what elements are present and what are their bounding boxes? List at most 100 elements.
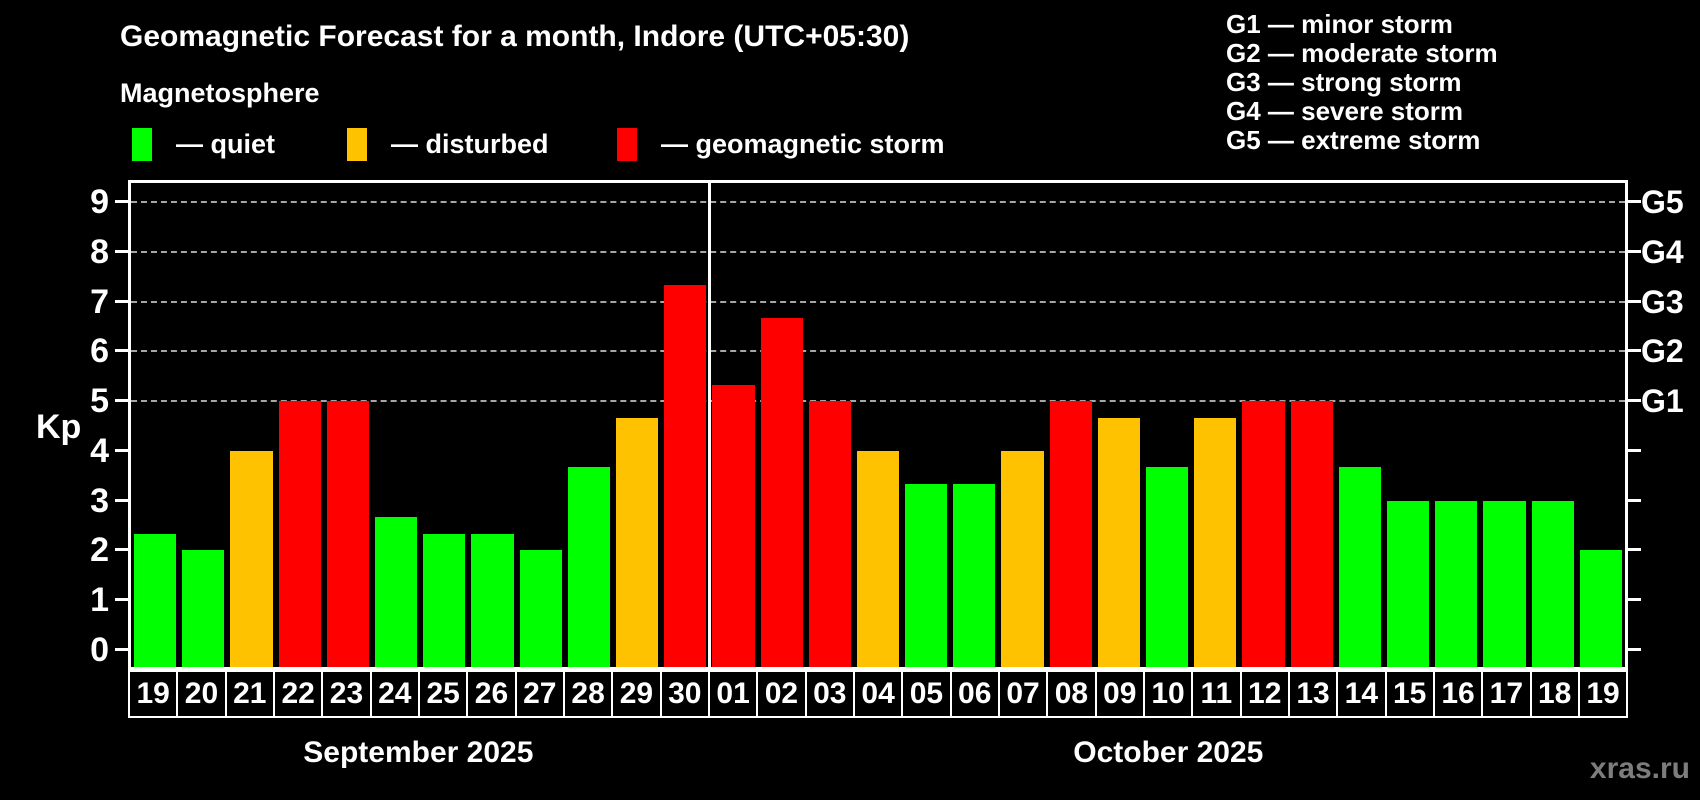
g-legend-line-4: G4 — severe storm [1226,96,1464,126]
plot-area: 0 1 2 3 4 5 6 7 8 9 G1 G2 G3 G4 G5 [90,180,1684,670]
g-legend-line-5: G5 — extreme storm [1226,125,1481,155]
day-cell: 11 [1191,670,1242,718]
y-tick-label: 7 [90,282,109,321]
y-tick-left [115,648,128,651]
day-cell: 13 [1287,670,1339,718]
y-tick-right [1628,399,1641,403]
y-tick-right [1628,299,1641,303]
y-tick-right [1628,199,1641,203]
day-cell: 06 [949,670,1000,718]
day-cell: 25 [417,670,469,718]
kp-bar [615,417,659,667]
legend-label-storm: — geomagnetic storm [661,129,945,159]
kp-bar [1194,417,1237,667]
y-tick-left [115,249,128,253]
kp-bar [1387,500,1430,667]
kp-bar [1579,550,1622,667]
kp-bar [182,550,225,667]
day-cell: 10 [1142,670,1194,718]
kp-bar [1531,500,1574,667]
gridline-kp-7 [131,300,1625,303]
kp-bar [567,467,610,667]
kp-bar [856,450,900,667]
y-tick-label: 0 [90,631,109,669]
day-cell: 26 [466,670,517,718]
g-axis-label-g1: G1 [1641,383,1684,420]
kp-bar [905,484,948,667]
y-tick-label: 9 [90,182,109,221]
day-cell: 27 [514,670,565,718]
kp-bar [230,450,273,667]
kp-bar [278,401,321,667]
y-tick-left [115,199,128,203]
y-tick-left [115,598,128,602]
day-cell: 16 [1432,670,1484,718]
g-axis-label-g4: G4 [1641,233,1684,270]
gridline-kp-8 [131,250,1625,253]
quiet-swatch-icon [132,128,152,161]
g-axis-label-g2: G2 [1641,333,1684,370]
y-tick-label: 8 [90,232,109,271]
day-cell: 02 [756,670,807,718]
day-cell: 15 [1384,670,1435,718]
month-caption: September 2025 [303,736,534,769]
storm-swatch-icon [617,128,637,161]
y-tick-label: 4 [90,431,109,470]
day-cell: 08 [1046,670,1097,718]
day-cell: 30 [659,670,710,718]
kp-bar [760,317,803,667]
kp-bar [1290,401,1333,667]
y-tick-label: 3 [90,481,109,520]
kp-bar [1338,467,1382,667]
y-tick-right [1628,648,1641,651]
y-tick-left [115,349,128,353]
y-tick-label: 6 [90,332,109,371]
month-label-row: September 2025 October 2025 [128,736,1628,776]
g-scale-legend: G1 — minor storm G2 — moderate storm G3 — … [1226,10,1498,155]
month-caption: October 2025 [1073,736,1264,769]
gridline-kp-5 [131,400,1625,403]
y-tick-left [115,399,128,403]
kp-bar [664,285,707,667]
kp-bar [1001,450,1044,667]
kp-bar [374,517,418,667]
kp-bar [1483,500,1526,667]
kp-bar [134,534,177,667]
y-tick-right [1628,249,1641,253]
legend-item-disturbed: — disturbed [347,128,549,161]
kp-bar [471,534,514,667]
status-legend: — quiet — disturbed — geomagnetic storm [0,128,1100,164]
day-cell: 07 [997,670,1049,718]
y-tick-right [1628,498,1641,502]
day-cell: 09 [1094,670,1145,718]
day-cell: 18 [1529,670,1580,718]
y-tick-right [1628,448,1641,452]
kp-bar [1097,417,1141,667]
kp-bar [1146,467,1189,667]
kp-bar [1242,401,1285,667]
kp-bar [1049,401,1092,667]
gridline-kp-6 [131,350,1625,353]
legend-item-storm: — geomagnetic storm [617,128,945,161]
y-tick-label: 2 [90,531,109,570]
kp-bar [423,534,466,667]
g-legend-line-1: G1 — minor storm [1226,9,1453,39]
day-cell: 19 [128,670,179,718]
y-tick-left [115,498,128,502]
kp-bar [712,384,755,667]
day-cell: 23 [321,670,372,718]
y-tick-left [115,299,128,303]
disturbed-swatch-icon [347,128,367,161]
day-cell: 22 [272,670,324,718]
g-axis-label-g3: G3 [1641,283,1684,320]
kp-axis-title: Kp [36,408,82,446]
watermark: xras.ru [1589,752,1690,785]
y-tick-right [1628,349,1641,353]
day-cell: 17 [1481,670,1532,718]
month-separator [707,183,711,667]
gridline-kp-9 [131,200,1625,203]
kp-bar [1435,500,1478,667]
y-tick-label: 5 [90,382,109,421]
legend-label-quiet: — quiet [176,129,275,159]
